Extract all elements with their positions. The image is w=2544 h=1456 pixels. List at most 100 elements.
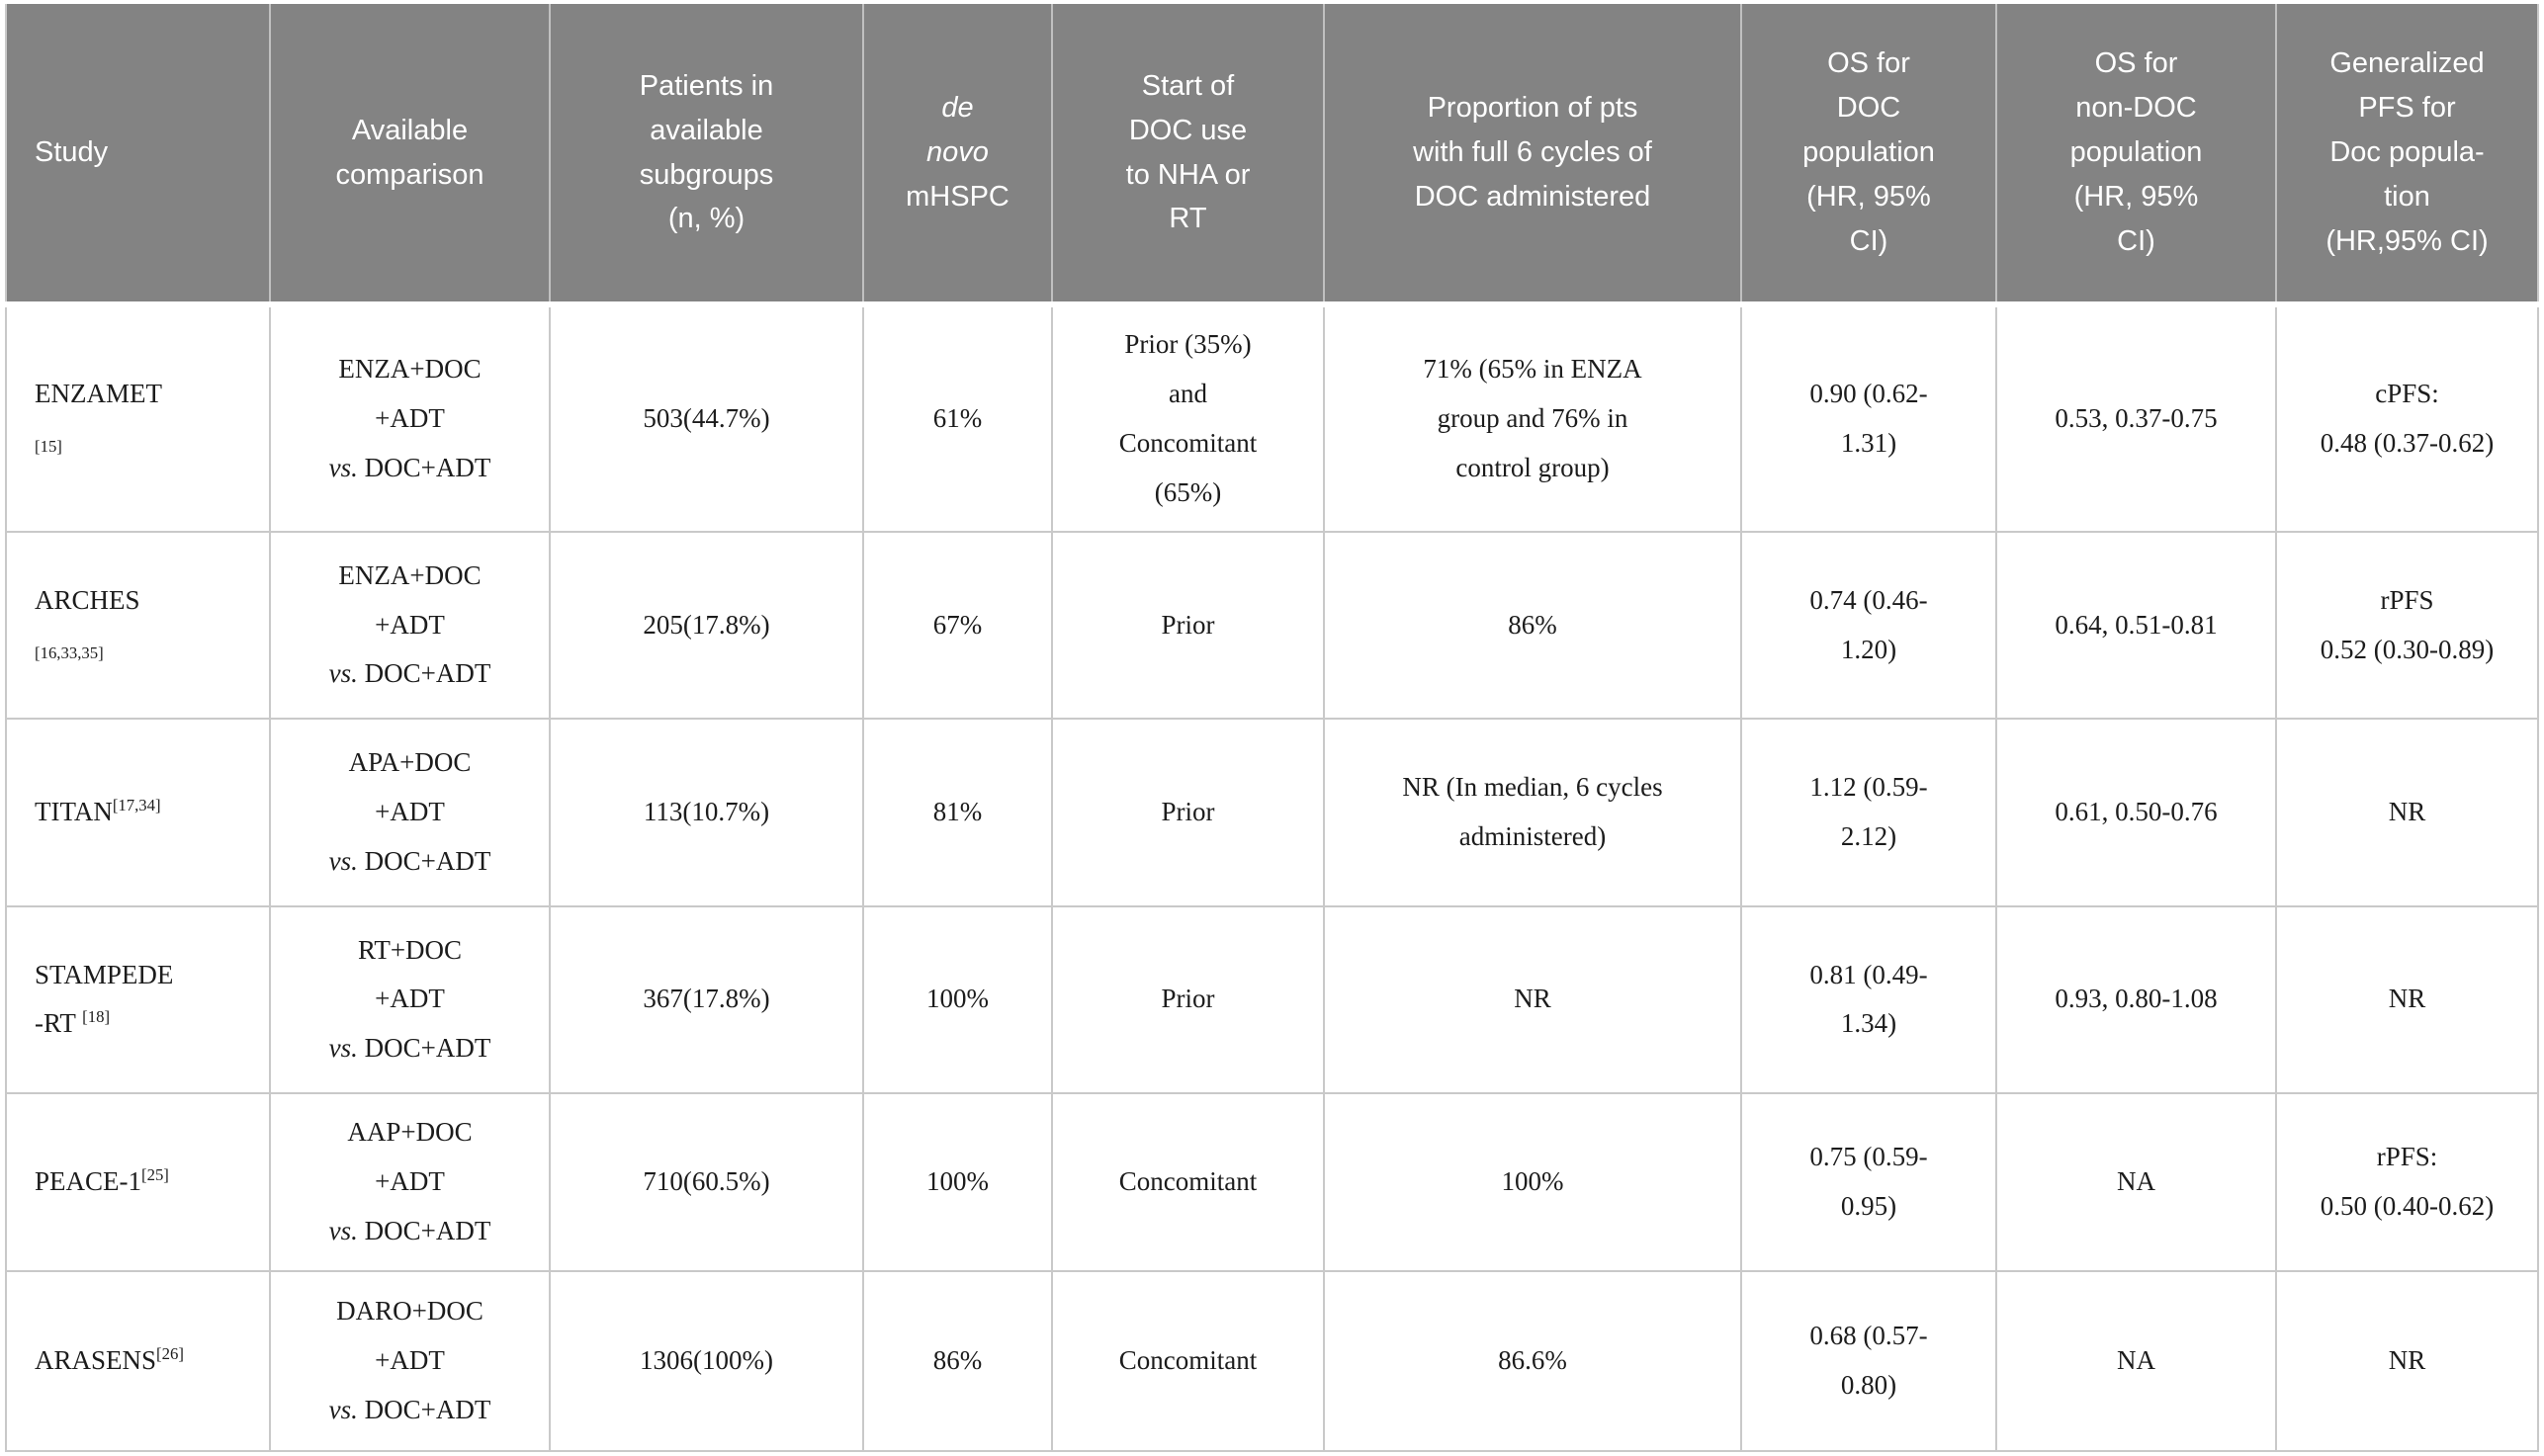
cell-text: Generalized <box>2329 47 2485 80</box>
cell-line: mHSPC <box>876 175 1039 219</box>
table-row-stampede-rt: STAMPEDE -RT [18] RT+DOC +ADT vs. DOC+ADT 367… <box>6 904 2538 1094</box>
cell-line: +ADT <box>285 601 535 650</box>
cell-peace-1-doc-start: Concomitant <box>1051 1092 1324 1271</box>
cell-stampede-rt-os-non-doc: 0.93, 0.80-1.08 <box>1995 904 2276 1094</box>
cell-text: available <box>650 114 763 146</box>
cell-text: Doc popula- <box>2329 136 2485 169</box>
cell-text: 100% <box>1501 1165 1564 1196</box>
cell-arasens-os-non-doc: NA <box>1995 1269 2276 1451</box>
table-row-peace-1: PEACE-1[25] AAP+DOC +ADT vs. DOC+ADT 710(60.… <box>6 1092 2538 1271</box>
cell-text: ARASENS <box>35 1344 157 1375</box>
cell-arasens-de-novo: 86% <box>862 1269 1052 1451</box>
cell-line: rPFS <box>2291 576 2523 626</box>
cell-text: Study <box>35 136 109 169</box>
cell-line: 367(17.8%) <box>565 975 848 1024</box>
cell-line: 1.12 (0.59- <box>1756 763 1981 813</box>
cell-line: (65%) <box>1067 469 1309 518</box>
cell-stampede-rt-os-doc: 0.81 (0.49- 1.34) <box>1740 904 1996 1094</box>
cell-line: Doc popula- <box>2289 130 2525 175</box>
cell-text: Concomitant <box>1118 427 1258 458</box>
cell-arches-os-non-doc: 0.64, 0.51-0.81 <box>1995 530 2276 720</box>
cell-text: group and 76% in <box>1437 402 1628 433</box>
cell-enzamet-os-non-doc: 0.53, 0.37-0.75 <box>1995 304 2276 532</box>
cell-line: vs. DOC+ADT <box>285 649 535 699</box>
cell-text: de <box>941 92 974 125</box>
cell-text: DOC administered <box>1414 180 1651 213</box>
cell-text: +ADT <box>375 797 445 827</box>
cell-enzamet-pfs: cPFS: 0.48 (0.37-0.62) <box>2275 304 2538 532</box>
cell-text: population <box>1802 136 1935 169</box>
cell-text: vs. <box>328 1394 358 1424</box>
cell-line: AAP+DOC <box>285 1108 535 1157</box>
cell-text: DARO+DOC <box>336 1295 483 1326</box>
cell-line: subgroups <box>563 153 850 198</box>
cell-line: 0.50 (0.40-0.62) <box>2291 1182 2523 1232</box>
cell-line: 86.6% <box>1339 1336 1726 1386</box>
cell-stampede-rt-comparison: RT+DOC +ADT vs. DOC+ADT <box>269 904 550 1094</box>
cell-line: 205(17.8%) <box>565 601 848 650</box>
cell-text: 2.12) <box>1840 820 1897 851</box>
cell-line: 1.20) <box>1756 626 1981 675</box>
cell-line: +ADT <box>285 394 535 444</box>
cell-arches-doc-start: Prior <box>1051 530 1324 720</box>
cell-line: [15] <box>35 419 255 469</box>
cell-enzamet-os-doc: 0.90 (0.62- 1.31) <box>1740 304 1996 532</box>
cell-text: [17,34] <box>112 796 161 815</box>
cell-line: 81% <box>878 788 1037 837</box>
cell-stampede-rt-patients: 367(17.8%) <box>549 904 863 1094</box>
cell-line: ENZA+DOC <box>285 552 535 601</box>
cell-line: 71% (65% in ENZA <box>1339 345 1726 394</box>
cell-line: vs. DOC+ADT <box>285 1386 535 1435</box>
cell-text: 1.20) <box>1840 634 1897 664</box>
cell-line: 67% <box>878 601 1037 650</box>
cell-text: NA <box>2117 1344 2155 1375</box>
cell-peace-1-de-novo: 100% <box>862 1092 1052 1271</box>
cell-text: OS for <box>1827 47 1910 80</box>
cell-text: 0.81 (0.49- <box>1809 959 1928 989</box>
cell-line: Proportion of pts <box>1337 86 1728 130</box>
cell-line: ARASENS[26] <box>35 1336 255 1386</box>
cell-line: NR (In median, 6 cycles <box>1339 763 1726 813</box>
cell-text: (65%) <box>1154 476 1222 507</box>
cell-text: tion <box>2384 180 2430 213</box>
cell-line: RT+DOC <box>285 926 535 976</box>
cell-line: available <box>563 109 850 153</box>
cell-text: (HR, 95% <box>2073 180 2199 213</box>
cell-text: DOC+ADT <box>357 1033 491 1064</box>
cell-text: 1.31) <box>1840 427 1897 458</box>
header-cell-doc-cycles: Proportion of pts with full 6 cycles of DO… <box>1323 4 1741 307</box>
cell-text: (HR,95% CI) <box>2325 224 2489 257</box>
cell-text: TITAN <box>35 797 113 827</box>
cell-line: NR <box>1339 975 1726 1024</box>
cell-line: ENZAMET <box>35 370 255 419</box>
cell-line: STAMPEDE <box>35 951 255 1000</box>
table-row-titan: TITAN[17,34] APA+DOC +ADT vs. DOC+ADT 113(10… <box>6 718 2538 906</box>
cell-text: comparison <box>335 158 484 191</box>
cell-line: TITAN[17,34] <box>35 788 255 837</box>
cell-text: RT <box>1169 203 1207 235</box>
cell-text: DOC+ADT <box>357 452 491 482</box>
cell-line: Prior <box>1067 975 1309 1024</box>
cell-line: Concomitant <box>1067 1157 1309 1207</box>
cell-text: Prior <box>1161 984 1215 1014</box>
cell-line: 100% <box>878 1157 1037 1207</box>
header-cell-doc-start: Start of DOC use to NHA or RT <box>1051 4 1324 307</box>
table-header-row: Study Available comparison Patients in avail… <box>6 4 2538 307</box>
cell-line: 0.53, 0.37-0.75 <box>2011 394 2261 444</box>
cell-text: [15] <box>35 436 62 456</box>
cell-line: NR <box>2291 788 2523 837</box>
header-cell-patients: Patients in available subgroups (n, %) <box>549 4 863 307</box>
cell-text: ARCHES <box>35 584 140 615</box>
cell-text: 0.61, 0.50-0.76 <box>2055 797 2218 827</box>
clinical-trials-comparison-table: Study Available comparison Patients in avail… <box>5 4 2539 1452</box>
cell-line: 86% <box>878 1336 1037 1386</box>
cell-text: 0.50 (0.40-0.62) <box>2320 1190 2495 1221</box>
cell-line: 0.61, 0.50-0.76 <box>2011 788 2261 837</box>
cell-text: mHSPC <box>906 180 1009 213</box>
cell-line: 100% <box>878 975 1037 1024</box>
cell-arches-patients: 205(17.8%) <box>549 530 863 720</box>
cell-line: NR <box>2291 975 2523 1024</box>
cell-text: [26] <box>156 1343 184 1363</box>
cell-text: DOC+ADT <box>357 1215 491 1245</box>
table-row-enzamet: ENZAMET [15] ENZA+DOC +ADT vs. DOC+ADT 503(44… <box>6 304 2538 532</box>
